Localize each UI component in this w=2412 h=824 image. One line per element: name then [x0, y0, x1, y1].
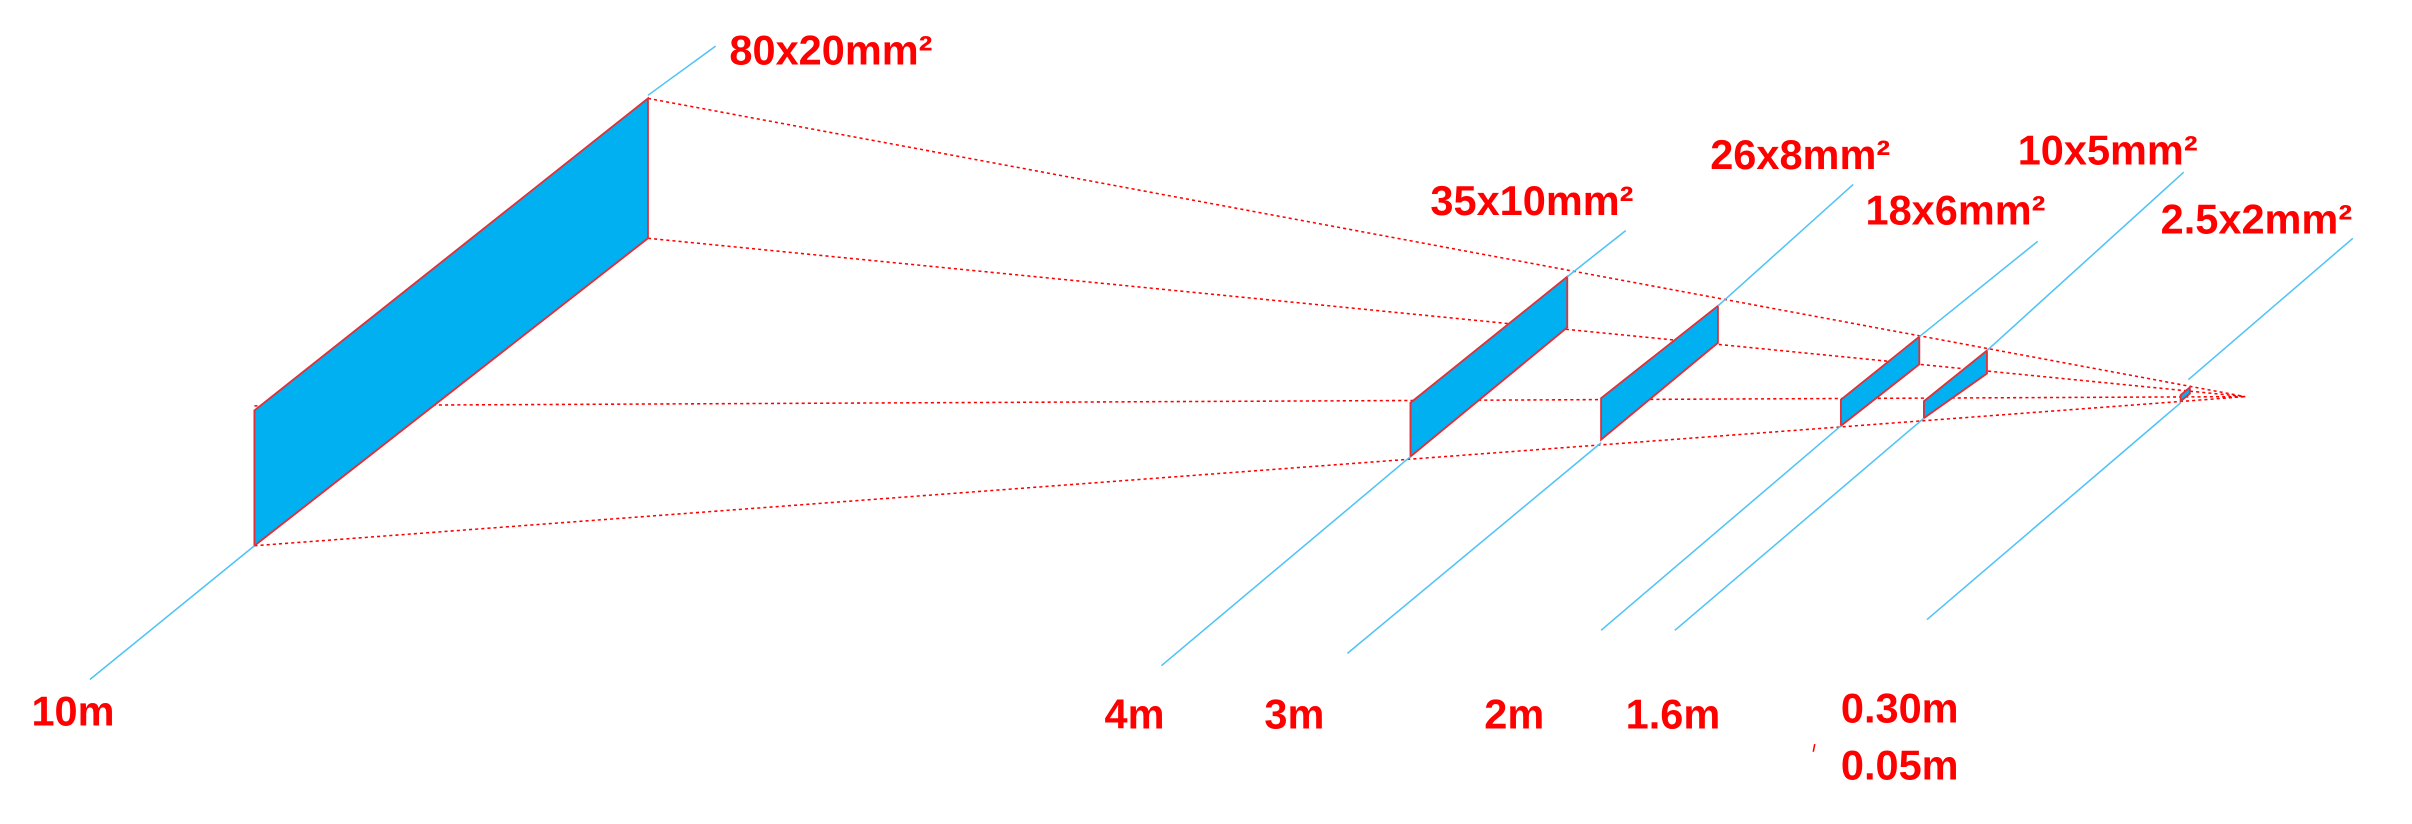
leader-line: [1986, 171, 2185, 352]
panel: [1923, 348, 1988, 420]
leader-line: [1346, 442, 1602, 654]
size-label: 35x10mm²: [1430, 177, 1633, 224]
leader-line: [1566, 229, 1627, 278]
leader-line: [1674, 417, 1925, 631]
size-label: 18x6mm²: [1866, 186, 2046, 233]
panel: [1409, 274, 1569, 459]
size-label: 80x20mm²: [729, 27, 932, 74]
distance-label: 2m: [1484, 691, 1544, 738]
panel: [253, 96, 649, 548]
distance-label: 3m: [1264, 691, 1324, 738]
leader-line: [1918, 240, 2039, 338]
tick-mark: [1812, 743, 1816, 752]
leader-lines: [89, 45, 2354, 752]
panels: [253, 96, 2191, 548]
rays: [254, 97, 2246, 547]
leader-line: [1160, 455, 1411, 667]
distance-label: 0.30m: [1841, 685, 1959, 732]
distance-label: 1.6m: [1626, 691, 1721, 738]
leader-line: [2187, 237, 2354, 381]
leader-line: [647, 45, 717, 96]
ray: [647, 97, 2246, 398]
leader-line: [1600, 425, 1842, 631]
size-label: 26x8mm²: [1710, 131, 1890, 178]
ray: [254, 395, 2246, 547]
leader-line: [1926, 402, 2182, 621]
panel: [1839, 334, 1921, 428]
distance-label: 10m: [31, 688, 114, 735]
distance-label: 4m: [1105, 691, 1165, 738]
leader-line: [89, 545, 255, 681]
panel: [1600, 304, 1719, 442]
size-label: 2.5x2mm²: [2161, 196, 2352, 243]
leader-line: [1717, 183, 1854, 307]
distance-label: 0.05m: [1841, 741, 1959, 788]
size-label: 10x5mm²: [2018, 126, 2198, 173]
panel: [2179, 385, 2191, 404]
